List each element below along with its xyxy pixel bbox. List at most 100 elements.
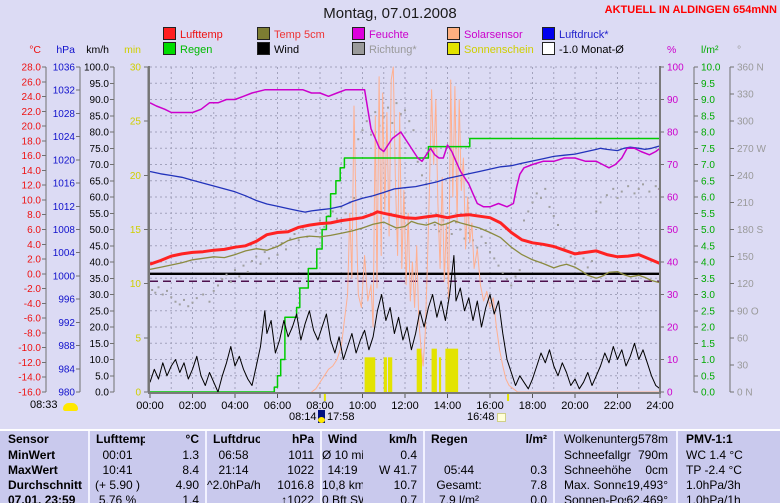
axis-tick-label-hpa: 996 xyxy=(58,295,75,306)
axis-tick-label-lm2: 4.0 xyxy=(701,258,715,269)
axis-unit-label-pct: % xyxy=(667,44,676,56)
legend-label: -1.0 Monat-Ø xyxy=(559,44,624,56)
col-header-wind: Wind km/h xyxy=(320,431,423,448)
richtung-dot xyxy=(344,212,347,215)
richtung-dot xyxy=(612,187,615,190)
richtung-dot xyxy=(616,196,619,199)
cell-value: l/m² xyxy=(525,432,547,446)
x-tick-label: 08:00 xyxy=(306,400,334,412)
sonnenschein-bar xyxy=(445,348,459,392)
axis-tick-label-c: 2.0 xyxy=(27,255,41,266)
cell-label xyxy=(207,493,260,503)
pmv-cell: 1.0hPa/3h xyxy=(676,478,780,493)
axis-unit-label-hpa: hPa xyxy=(56,44,75,56)
cell-label: Wolkenunterg xyxy=(564,432,638,446)
legend-label: Lufttemp xyxy=(180,29,223,41)
axis-tick-label-min: 20 xyxy=(130,171,142,182)
axis-tick-label-c: 6.0 xyxy=(27,225,41,236)
axis-unit-label-deg: ° xyxy=(737,44,741,56)
axis-tick-label-pct: 80 xyxy=(667,128,679,139)
richtung-dot xyxy=(251,260,253,263)
axis-unit-label-lm2: l/m² xyxy=(701,44,719,56)
axis-tick-label-c: 0.0 xyxy=(27,269,41,280)
cell-label: Schneefallgr xyxy=(564,448,631,462)
cell-value: km/h xyxy=(388,432,417,446)
x-tick-label: 04:00 xyxy=(221,400,249,412)
axis-tick-label-deg: 270 W xyxy=(737,144,766,155)
axis-tick-label-kmh: 10.0 xyxy=(90,355,110,366)
axis-tick-label-kmh: 85.0 xyxy=(90,111,110,122)
richtung-dot xyxy=(433,223,436,226)
legend-color-box xyxy=(447,27,460,40)
axis-tick-label-kmh: 20.0 xyxy=(90,323,110,334)
richtung-dot xyxy=(633,192,636,195)
data-cell: 05:44 0.3 xyxy=(423,463,553,478)
axis-tick-label-hpa: 984 xyxy=(58,364,75,375)
richtung-dot xyxy=(374,111,377,114)
axis-tick-label-deg: 330 xyxy=(737,90,754,101)
axis-tick-label-deg: 210 xyxy=(737,198,754,209)
legend-color-box xyxy=(257,42,270,55)
axis-tick-label-deg: 300 xyxy=(737,117,754,128)
axis-tick-label-kmh: 5.0 xyxy=(95,371,109,382)
richtung-dot xyxy=(574,262,576,265)
richtung-dot xyxy=(242,264,245,267)
cell-value: 62,469° xyxy=(626,493,668,503)
axis-tick-label-c: 10.0 xyxy=(22,195,42,206)
info-cell: Schneefallgr 790m xyxy=(553,448,676,463)
richtung-dot xyxy=(263,251,266,254)
axis-tick-label-lm2: 6.5 xyxy=(701,176,715,187)
legend-item-wind: Wind xyxy=(257,42,299,56)
axis-tick-label-kmh: 90.0 xyxy=(90,95,110,106)
data-cell: (+ 5.90 ) 4.90 xyxy=(88,478,205,493)
col-header-pmv: PMV-1:1 xyxy=(676,431,780,448)
axis-tick-label-hpa: 980 xyxy=(58,388,75,399)
cell-label: 10,8 km xyxy=(322,478,363,492)
data-cell: 21:14 1022 xyxy=(205,463,320,478)
legend-color-box xyxy=(163,42,176,55)
richtung-dot xyxy=(221,278,224,281)
cell-label: 14:19 xyxy=(327,463,358,477)
sonnenschein-bar xyxy=(439,357,442,392)
legend-label: Feuchte xyxy=(369,29,409,41)
axis-tick-label-c: 8.0 xyxy=(27,210,41,221)
status-location-label: AKTUELL IN ALDINGEN 654mNN xyxy=(604,4,777,16)
richtung-dot xyxy=(484,242,487,245)
richtung-dot xyxy=(497,264,500,267)
axis-tick-label-min: 5 xyxy=(135,333,141,344)
richtung-dot xyxy=(202,293,205,296)
cell-value: 790m xyxy=(637,448,668,462)
cell-value: 7.8 xyxy=(530,478,547,492)
pmv-cell: TP -2.4 °C xyxy=(676,463,780,478)
richtung-dot xyxy=(548,205,551,208)
richtung-dot xyxy=(151,288,154,291)
cell-value: 0.0 xyxy=(530,493,547,503)
richtung-dot xyxy=(382,115,385,118)
sonnenschein-bar xyxy=(416,348,422,392)
richtung-dot xyxy=(476,246,479,249)
axis-tick-label-kmh: 75.0 xyxy=(90,144,110,155)
axis-tick-label-kmh: 55.0 xyxy=(90,209,110,220)
axis-tick-label-c: -2.0 xyxy=(24,284,42,295)
richtung-dot xyxy=(157,286,160,289)
richtung-dot xyxy=(591,260,593,263)
axis-tick-label-hpa: 988 xyxy=(58,341,75,352)
richtung-dot xyxy=(404,109,406,112)
axis-tick-label-c: 18.0 xyxy=(22,136,42,147)
axis-tick-label-hpa: 992 xyxy=(58,318,75,329)
legend-label: Temp 5cm xyxy=(274,29,325,41)
richtung-dot xyxy=(225,273,228,276)
richtung-dot xyxy=(208,300,211,303)
series-wind xyxy=(149,255,661,393)
richtung-dot xyxy=(514,275,517,278)
row-label: Durchschnitt xyxy=(8,478,83,492)
richtung-dot xyxy=(463,237,466,240)
axis-tick-label-c: 16.0 xyxy=(22,151,42,162)
axis-tick-label-kmh: 30.0 xyxy=(90,290,110,301)
x-tick-label: 16:00 xyxy=(476,400,504,412)
col-header-lufttemp: Lufttemp °C xyxy=(88,431,205,448)
axis-tick-label-hpa: 1016 xyxy=(53,179,76,190)
axis-tick-label-lm2: 5.0 xyxy=(701,225,715,236)
